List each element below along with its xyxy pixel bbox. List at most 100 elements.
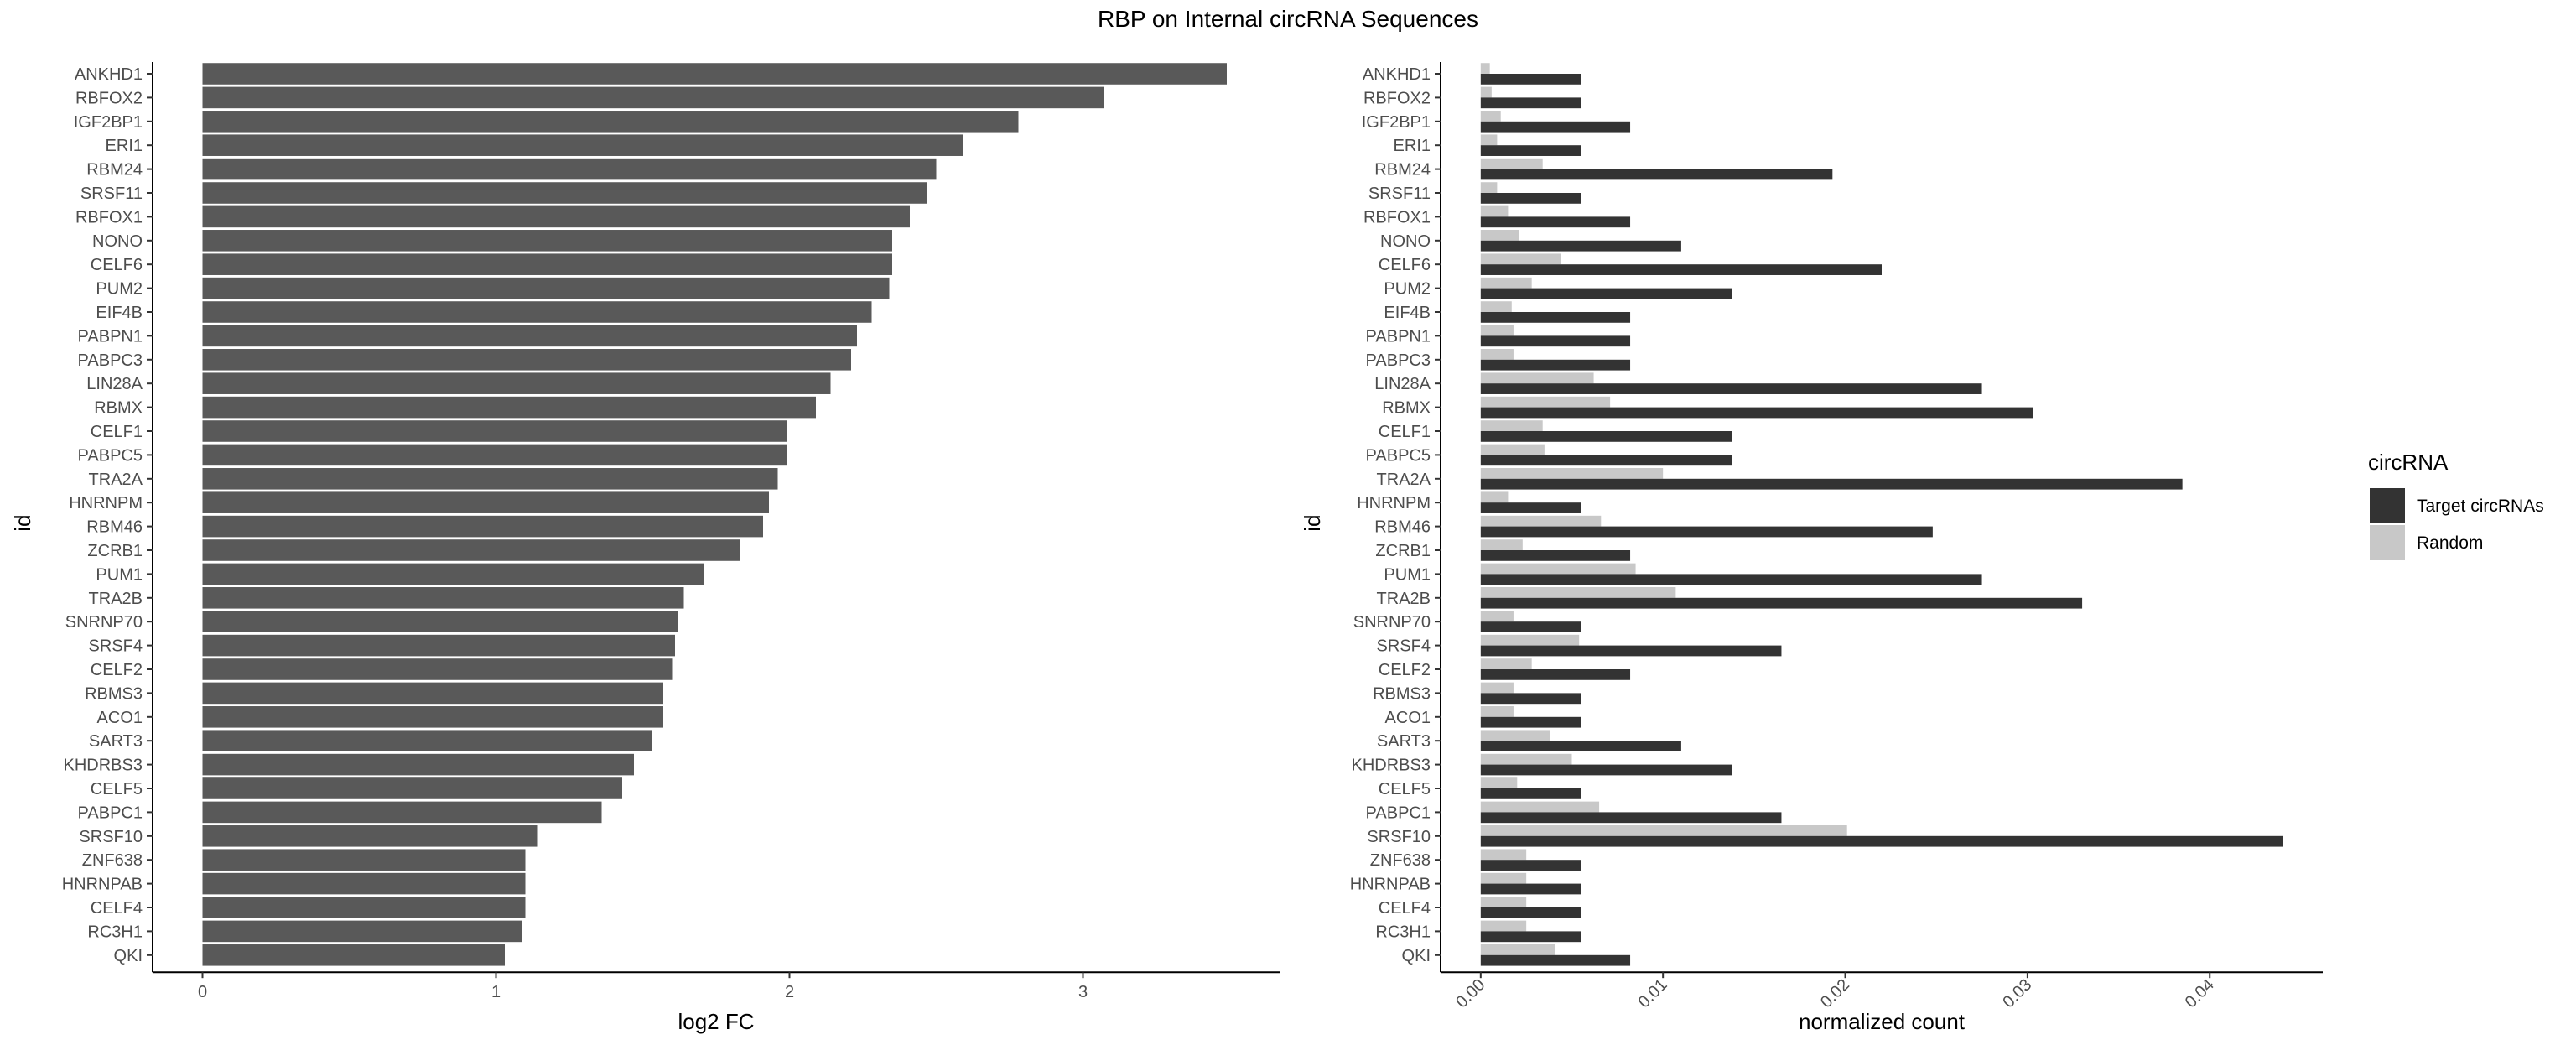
bar-random	[1480, 611, 1514, 622]
y-tick-label: HNRNPAB	[62, 876, 143, 894]
y-tick-label: CELF2	[91, 661, 143, 679]
bar-random	[1480, 825, 1847, 836]
legend: circRNA Target circRNAs Random	[2368, 450, 2544, 560]
bar-random	[1480, 349, 1514, 360]
x-tick-label: 0.03	[1999, 975, 2035, 1011]
y-tick-label: NONO	[92, 232, 143, 251]
x-tick-label: 0.02	[1817, 975, 1853, 1011]
bar	[202, 706, 663, 728]
right-panel: ANKHD1 RBFOX2 IGF2BP1 ERI1 RBM24 SRSF11 RBFOX1…	[1300, 62, 2323, 1034]
y-tick-label: SRSF4	[1377, 637, 1431, 656]
bar-random	[1480, 587, 1676, 598]
bar-random	[1480, 444, 1545, 455]
bar	[202, 872, 526, 895]
y-tick-label: PABPC1	[78, 803, 143, 822]
y-tick-label: RBMX	[94, 399, 143, 418]
y-tick-label: RC3H1	[87, 923, 143, 941]
bar-target	[1480, 74, 1581, 85]
bar-target	[1480, 193, 1581, 204]
y-tick-label: RC3H1	[1375, 923, 1431, 941]
bar	[202, 825, 538, 847]
bar-random	[1480, 515, 1602, 527]
bar-random	[1480, 396, 1611, 408]
bar	[202, 753, 634, 776]
bar-target	[1480, 574, 1982, 585]
bar-random	[1480, 872, 1527, 884]
y-tick-label: TRA2B	[1377, 590, 1431, 608]
bar-random	[1480, 468, 1664, 479]
left-panel: ANKHD1 RBFOX2 IGF2BP1 ERI1 RBM24 SRSF11 RBFOX1…	[10, 62, 1280, 1034]
bar-target	[1480, 716, 1581, 728]
bar	[202, 444, 787, 466]
bar	[202, 301, 872, 323]
y-tick-label: CELF6	[1379, 256, 1431, 274]
bar-target	[1480, 359, 1631, 371]
bar-target	[1480, 835, 2283, 847]
bar-target	[1480, 693, 1581, 705]
bar-target	[1480, 621, 1581, 632]
y-tick-label: SRSF11	[80, 185, 143, 203]
bar-target	[1480, 407, 2033, 419]
x-tick-label: 3	[1078, 983, 1088, 1001]
x-tick-label: 0.00	[1452, 975, 1488, 1011]
bar-random	[1480, 111, 1501, 122]
y-tick-label: SRSF10	[79, 828, 143, 846]
y-tick-label: EIF4B	[96, 304, 143, 322]
y-tick-label: PUM1	[1384, 565, 1431, 584]
bar-target	[1480, 788, 1581, 799]
bar-target	[1480, 526, 1933, 538]
bar	[202, 396, 816, 419]
y-tick-label: EIF4B	[1384, 304, 1431, 322]
bar-target	[1480, 383, 1982, 394]
bar	[202, 515, 763, 538]
bar	[202, 158, 937, 180]
bar-target	[1480, 860, 1581, 871]
bar	[202, 920, 522, 943]
bar-target	[1480, 645, 1782, 657]
y-tick-label: SRSF4	[89, 637, 143, 656]
bar-random	[1480, 944, 1555, 955]
y-tick-label: CELF1	[1379, 423, 1431, 441]
y-tick-label: SNRNP70	[1353, 613, 1431, 632]
y-tick-label: ANKHD1	[75, 65, 143, 84]
bar-target	[1480, 216, 1631, 228]
bar-random	[1480, 682, 1514, 694]
y-tick-label: PUM2	[1384, 280, 1431, 299]
bar	[202, 730, 652, 751]
y-tick-label: NONO	[1380, 232, 1431, 251]
bar	[202, 134, 963, 156]
bar	[202, 563, 704, 585]
bar	[202, 682, 663, 705]
bar-random	[1480, 706, 1514, 717]
bar-random	[1480, 539, 1523, 550]
bar	[202, 277, 890, 299]
y-tick-label: RBM24	[86, 161, 143, 179]
y-tick-label: HNRNPM	[69, 494, 143, 512]
y-tick-label: QKI	[1402, 947, 1431, 965]
bar-target	[1480, 431, 1732, 442]
bar-target	[1480, 121, 1631, 133]
x-axis-title: log2 FC	[678, 1009, 754, 1034]
bar-target	[1480, 240, 1681, 252]
y-tick-label: PUM2	[96, 280, 143, 299]
y-tick-label: ZNF638	[1370, 851, 1431, 870]
bar	[202, 420, 787, 442]
bar-random	[1480, 134, 1498, 146]
bar-random	[1480, 801, 1600, 813]
bar	[202, 539, 740, 561]
y-axis-title: id	[10, 514, 35, 531]
bar	[202, 777, 622, 799]
bar-random	[1480, 325, 1514, 336]
x-tick-label: 2	[785, 983, 794, 1001]
y-tick-label: ZNF638	[82, 851, 143, 870]
bar-target	[1480, 288, 1732, 299]
x-tick-label: 0.01	[1635, 975, 1671, 1011]
y-tick-label: RBM46	[1374, 518, 1431, 537]
bar-target	[1480, 502, 1581, 513]
y-tick-label: RBFOX1	[1363, 208, 1431, 226]
y-tick-label: PABPC1	[1366, 803, 1431, 822]
y-tick-label: PABPN1	[78, 327, 143, 346]
bar-random	[1480, 158, 1543, 169]
bar	[202, 111, 1019, 133]
y-tick-label: PABPN1	[1366, 327, 1431, 346]
